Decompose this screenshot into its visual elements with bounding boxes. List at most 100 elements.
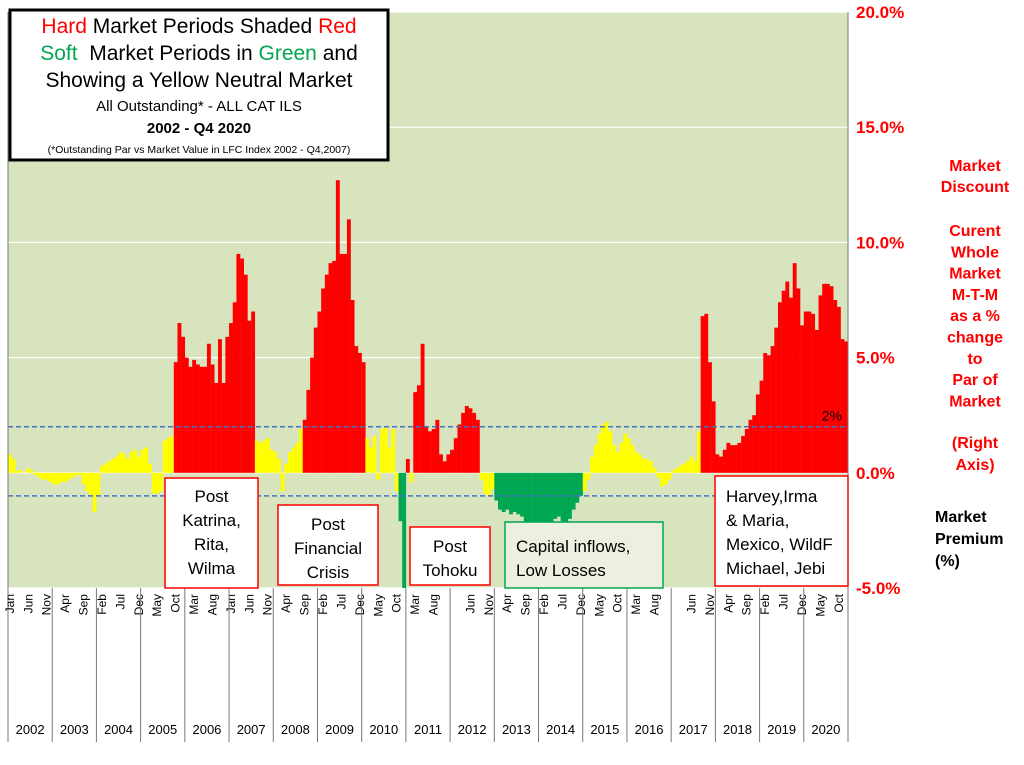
bar [693, 461, 698, 473]
side-label: Market [935, 509, 987, 526]
x-tick-label: Dec [574, 594, 588, 615]
x-tick-label: May [592, 594, 606, 617]
bar [114, 456, 119, 473]
year-label: 2008 [281, 722, 310, 737]
bar [825, 283, 830, 473]
footnote: (*Outstanding Par vs Market Value in LFC… [48, 144, 351, 156]
bar [144, 447, 149, 473]
bar [229, 323, 233, 473]
bar [549, 472, 554, 526]
bar [626, 438, 631, 473]
bar [634, 452, 639, 473]
x-tick-label: Jun [684, 594, 698, 613]
bar [719, 456, 723, 473]
bar [498, 472, 502, 510]
side-label: M-T-M [952, 287, 998, 304]
bar [439, 454, 443, 473]
x-tick-label: Jun [242, 594, 256, 613]
bar [376, 472, 381, 480]
bar [722, 449, 727, 473]
bar [273, 452, 278, 473]
side-label: as a % [950, 308, 1000, 325]
bar [8, 454, 12, 473]
bar [103, 463, 108, 473]
bar [358, 352, 362, 473]
bar [755, 394, 760, 473]
side-label: Market [949, 393, 1001, 410]
year-label: 2018 [723, 722, 752, 737]
title-word: Market Periods in [78, 42, 259, 65]
plot-layer: -5.0% 0.0% 5.0% 10.0% 15.0% 20.0% 2% Jan Jun Nov A… [3, 3, 904, 742]
title-box [8, 8, 390, 162]
bar [118, 452, 123, 473]
side-label: Whole [951, 244, 999, 261]
annotation-text: Wilma [188, 559, 236, 578]
bar [350, 300, 355, 473]
bar [649, 461, 653, 473]
bar [571, 472, 576, 510]
title-line: Soft Market Periods in Green and [40, 42, 358, 65]
bar [516, 472, 521, 515]
bar [774, 327, 779, 473]
bar [199, 366, 204, 473]
bar [685, 461, 690, 473]
bar [803, 311, 808, 473]
bar [420, 343, 425, 473]
bar [833, 300, 838, 473]
bar [792, 263, 797, 473]
annotation-text: Harvey,Irma [726, 487, 818, 506]
year-label: 2004 [104, 722, 133, 737]
bar [737, 442, 742, 473]
year-label: 2016 [635, 722, 664, 737]
bar [461, 412, 466, 473]
bar [545, 472, 550, 531]
bar [671, 470, 676, 473]
side-label: Market [949, 158, 1001, 175]
x-tick-label: May [813, 594, 827, 617]
bar [428, 431, 432, 473]
bar [656, 472, 661, 478]
bar [33, 472, 38, 476]
bar [398, 472, 403, 522]
bar [269, 449, 274, 473]
year-label: 2015 [590, 722, 619, 737]
side-label: Market [949, 266, 1001, 283]
bar [148, 463, 152, 473]
bar [490, 472, 495, 489]
bar [203, 366, 208, 473]
period: 2002 - Q4 2020 [147, 120, 251, 137]
bar [527, 472, 532, 531]
bar [836, 306, 841, 473]
x-tick-label: Sep [77, 594, 91, 616]
bar [288, 452, 292, 473]
bar [310, 357, 314, 473]
side-label: Curent [949, 223, 1001, 240]
bar [214, 382, 219, 473]
bar [402, 472, 407, 588]
x-tick-label: Feb [95, 594, 109, 615]
x-tick-label: Nov [482, 594, 496, 615]
bar [593, 445, 598, 473]
x-tick-label: Mar [629, 594, 643, 615]
bar [619, 442, 624, 473]
bar [486, 472, 491, 496]
annotation-text: Financial [294, 539, 362, 558]
bar [280, 472, 285, 492]
side-label: Axis) [955, 457, 994, 474]
bar [678, 465, 683, 473]
bar [582, 472, 587, 492]
bar [807, 311, 812, 473]
bar [431, 429, 436, 473]
bar [560, 472, 565, 522]
x-tick-label: Mar [408, 594, 422, 615]
bar [59, 472, 64, 483]
bar [509, 472, 513, 515]
bar [660, 472, 664, 487]
annotation-box [277, 504, 379, 586]
year-label: 2007 [237, 722, 266, 737]
x-tick-label: Apr [58, 594, 72, 613]
year-label: 2020 [811, 722, 840, 737]
bar [184, 357, 189, 473]
bar [85, 472, 90, 492]
